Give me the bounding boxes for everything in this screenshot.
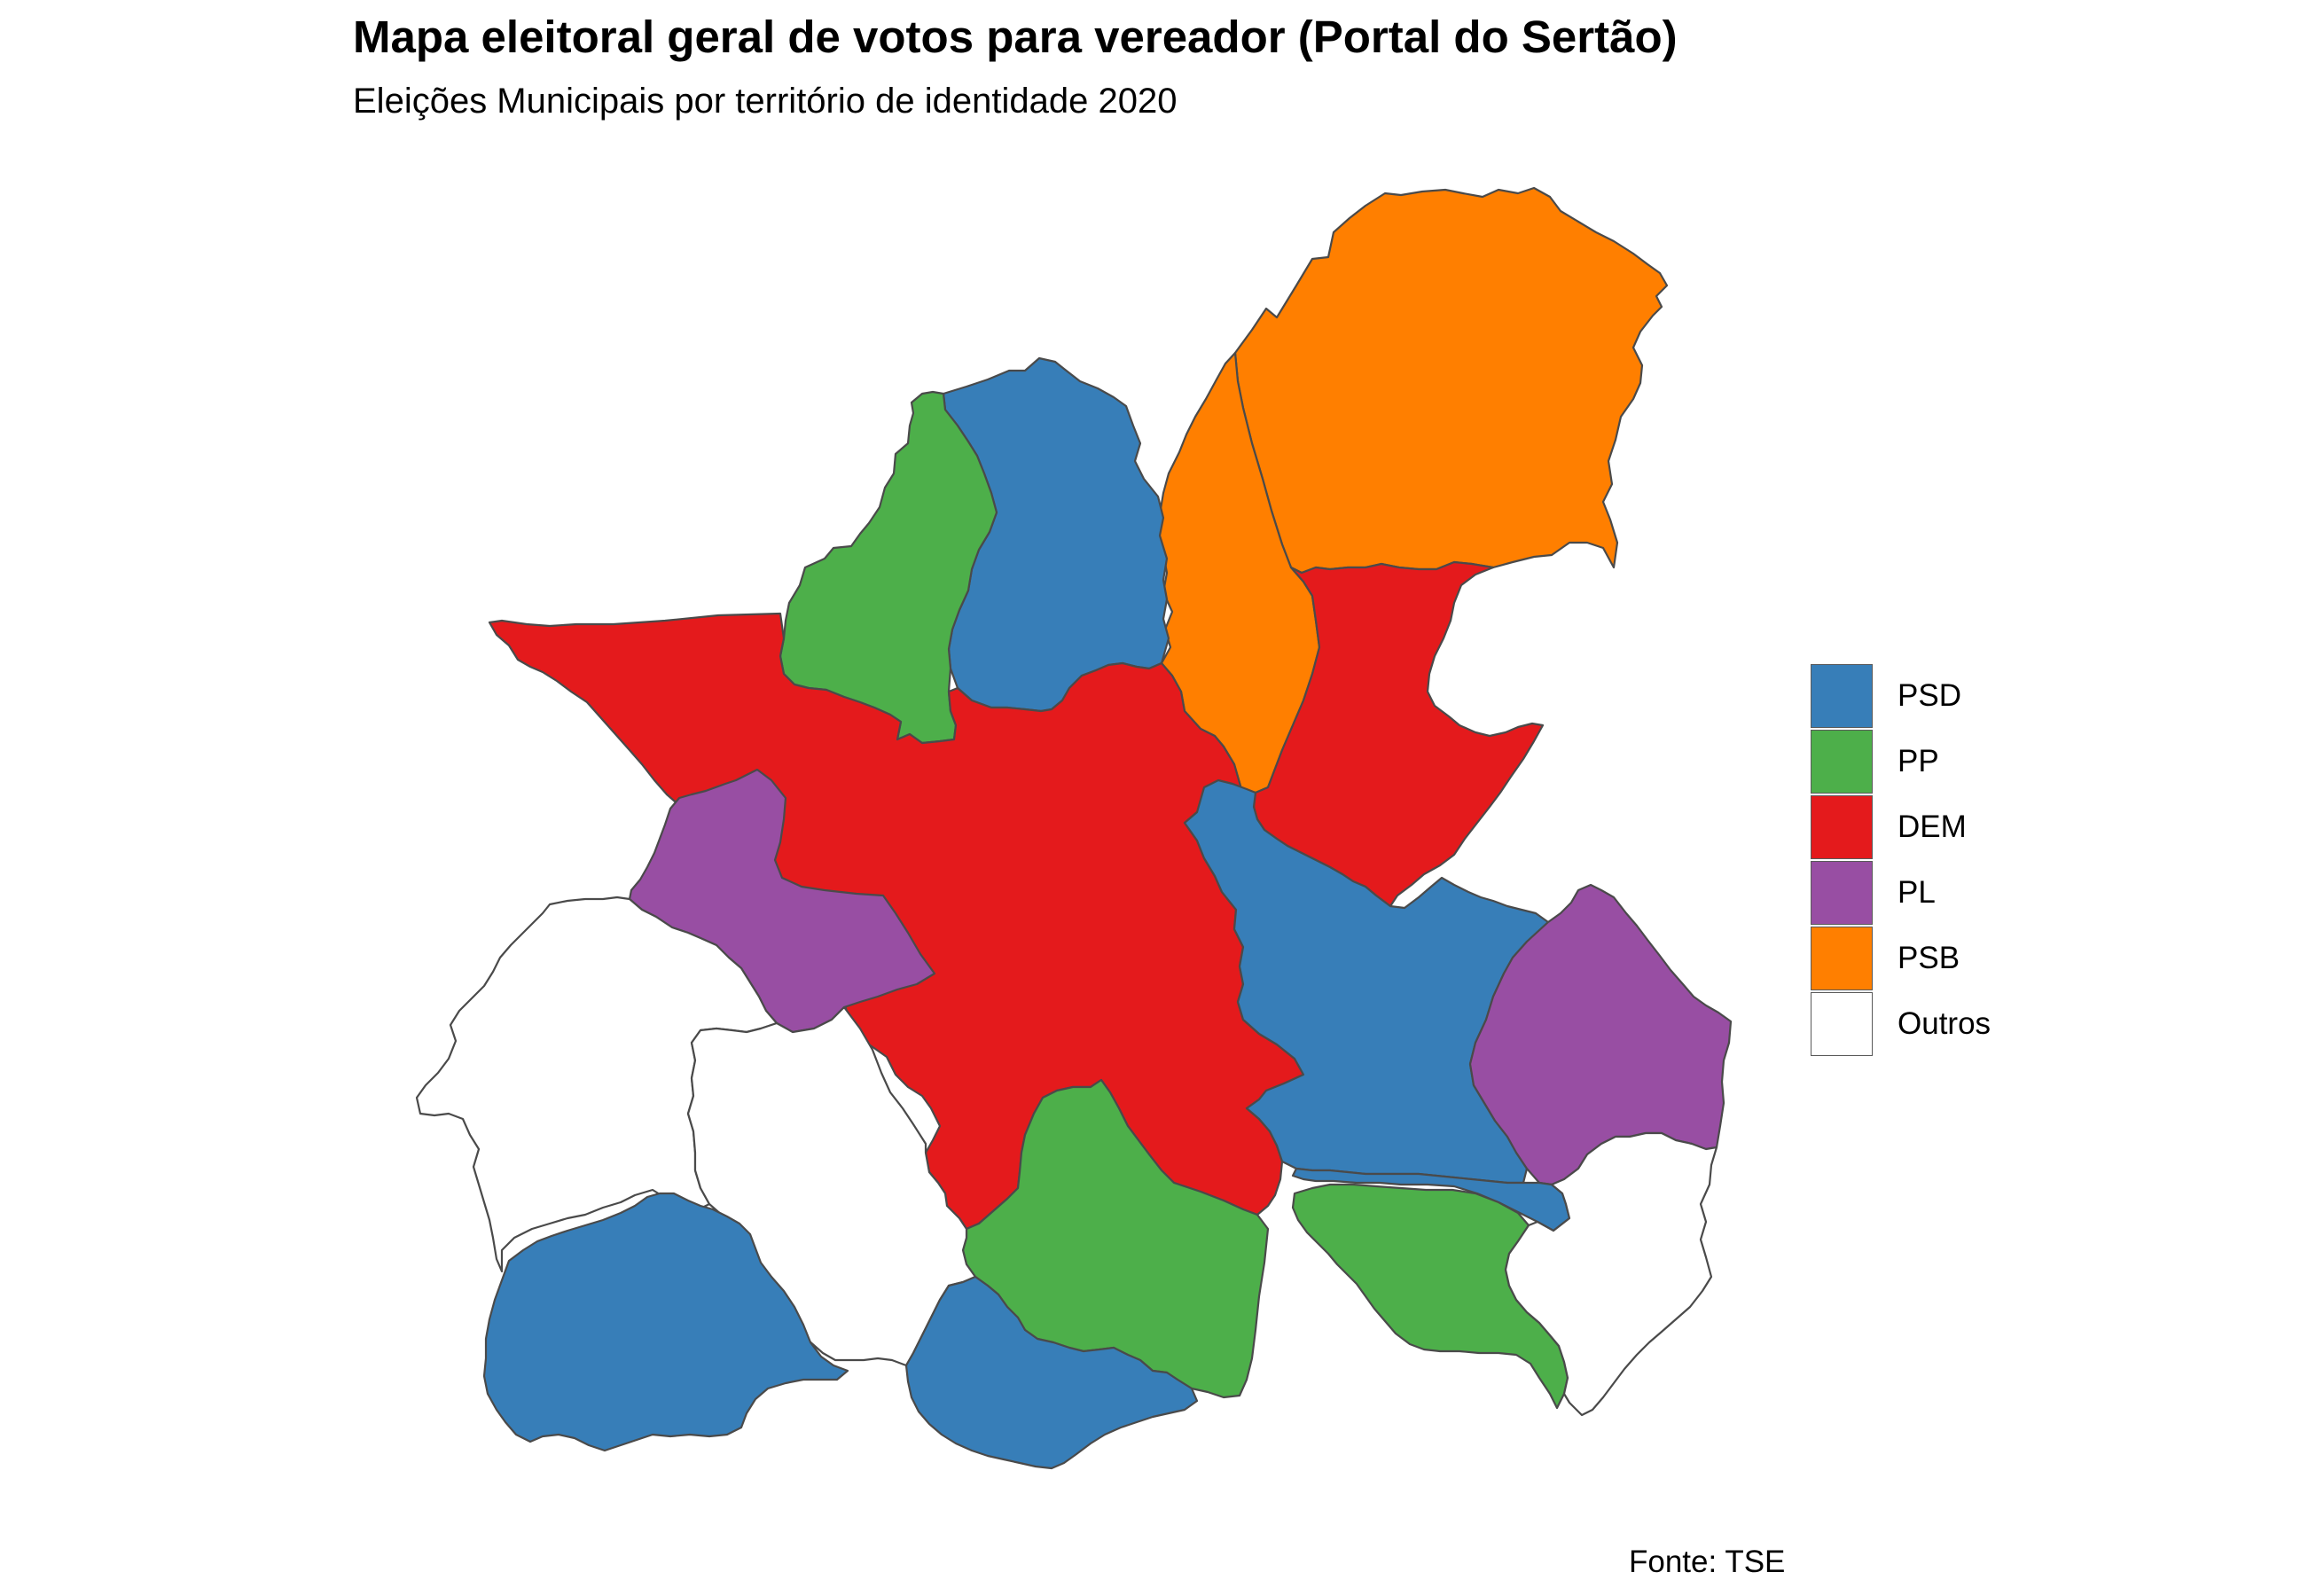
region-psb-northeast <box>1233 186 1669 575</box>
region-psd-southcenter <box>904 1275 1199 1470</box>
legend-label: PL <box>1898 875 1936 910</box>
map-title: Mapa eleitoral geral de votos para verea… <box>353 12 1678 62</box>
region-pp-southeast <box>1291 1183 1569 1410</box>
legend-swatch <box>1811 992 1873 1056</box>
legend-label: PSD <box>1898 678 1961 713</box>
legend-item-pp: PP <box>1811 729 1991 794</box>
region-outros-east <box>1504 1131 1718 1417</box>
region-outros-west <box>415 896 779 1273</box>
region-psd-southwest <box>482 1192 849 1452</box>
legend-label: PSB <box>1898 941 1960 975</box>
legend-item-psd: PSD <box>1811 663 1991 729</box>
map-legend: PSD PP DEM PL PSB Outros <box>1811 663 1991 1057</box>
legend-swatch <box>1811 730 1873 794</box>
map-subtitle: Eleições Municipais por território de id… <box>353 82 1178 121</box>
legend-swatch <box>1811 927 1873 990</box>
legend-item-psb: PSB <box>1811 926 1991 991</box>
legend-item-dem: DEM <box>1811 794 1991 860</box>
legend-swatch <box>1811 664 1873 728</box>
legend-item-pl: PL <box>1811 860 1991 926</box>
legend-label: DEM <box>1898 810 1967 844</box>
legend-item-outros: Outros <box>1811 991 1991 1057</box>
source-caption: Fonte: TSE <box>1629 1545 1786 1579</box>
legend-swatch <box>1811 861 1873 925</box>
legend-label: PP <box>1898 744 1939 778</box>
legend-label: Outros <box>1898 1006 1991 1041</box>
legend-swatch <box>1811 795 1873 859</box>
